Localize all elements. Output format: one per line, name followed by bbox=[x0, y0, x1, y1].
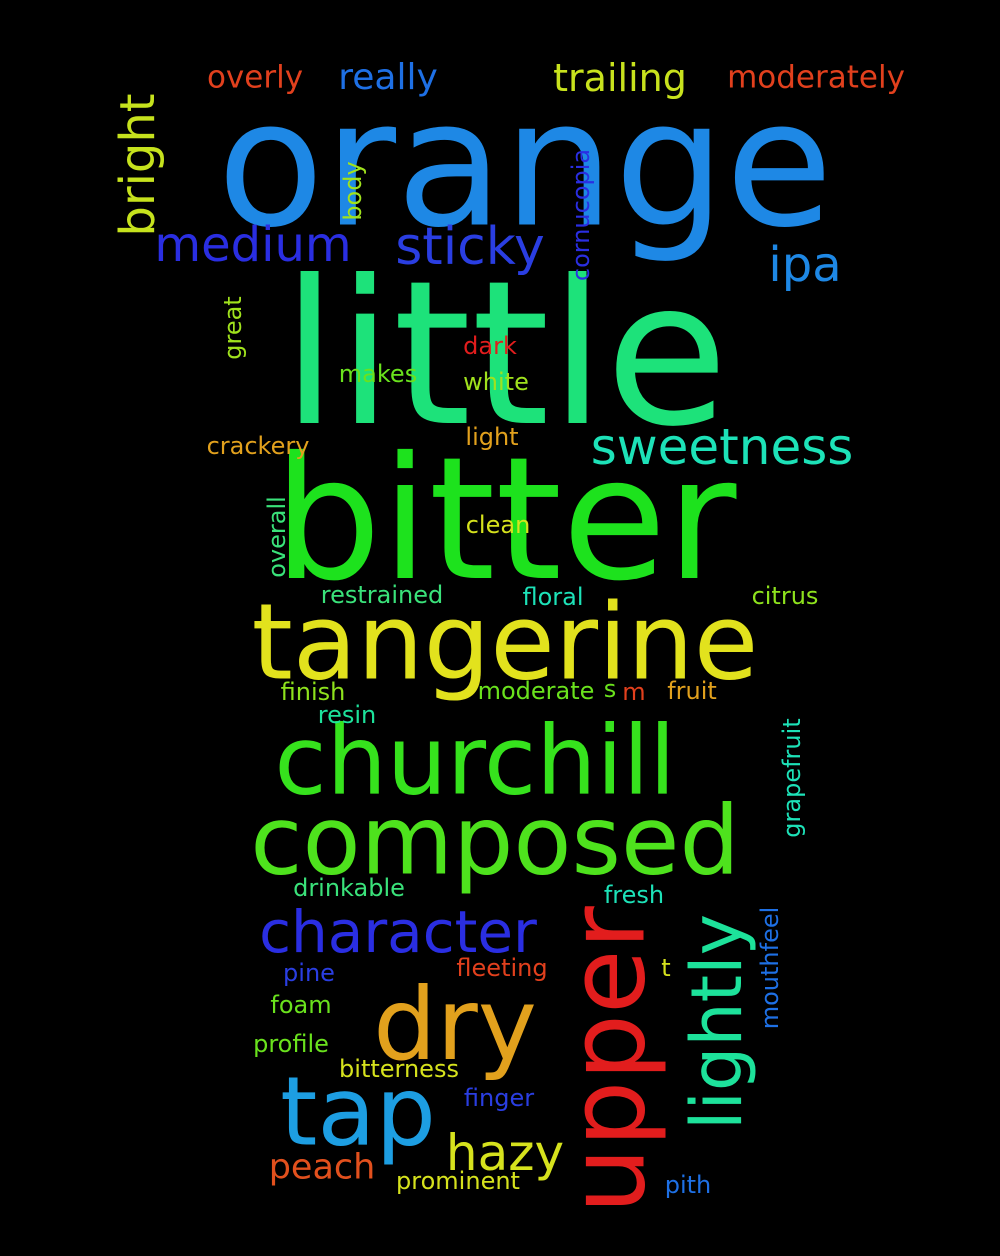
word-mouthfeel: mouthfeel bbox=[756, 906, 784, 1030]
word-floral: floral bbox=[522, 583, 584, 611]
word-tangerine: tangerine bbox=[251, 581, 759, 704]
word-medium: medium bbox=[154, 217, 352, 273]
word-sticky: sticky bbox=[395, 217, 545, 277]
word-finger: finger bbox=[463, 1084, 535, 1112]
word-foam: foam bbox=[270, 991, 332, 1019]
word-composed: composed bbox=[250, 786, 740, 897]
word-grapefruit: grapefruit bbox=[778, 718, 806, 838]
word-finish: finish bbox=[280, 678, 346, 706]
word-m: m bbox=[622, 678, 646, 706]
word-moderately: moderately bbox=[727, 59, 905, 96]
word-t: t bbox=[661, 954, 671, 982]
word-body: body bbox=[339, 161, 367, 221]
word-fresh: fresh bbox=[603, 881, 665, 909]
word-pine: pine bbox=[283, 959, 335, 987]
word-orange: orange bbox=[217, 63, 833, 267]
word-trailing: trailing bbox=[553, 56, 687, 100]
word-upper: upper bbox=[546, 906, 669, 1214]
word-overly: overly bbox=[206, 59, 304, 96]
word-restrained: restrained bbox=[320, 581, 444, 609]
word-clean: clean bbox=[465, 511, 531, 539]
word-overall: overall bbox=[263, 496, 291, 578]
word-resin: resin bbox=[317, 701, 377, 729]
word-dry: dry bbox=[373, 966, 537, 1083]
word-bitter: bitter bbox=[273, 421, 737, 619]
word-tap: tap bbox=[280, 1057, 436, 1168]
word-peach: peach bbox=[268, 1147, 376, 1188]
word-bitterness: bitterness bbox=[339, 1055, 459, 1083]
word-moderate: moderate bbox=[477, 677, 595, 705]
word-bright: bright bbox=[110, 93, 166, 237]
word-makes: makes bbox=[338, 360, 418, 388]
word-great: great bbox=[219, 296, 247, 360]
word-dark: dark bbox=[463, 332, 517, 360]
word-citrus: citrus bbox=[751, 582, 819, 610]
word-drinkable: drinkable bbox=[293, 874, 405, 902]
word-profile: profile bbox=[253, 1030, 329, 1058]
word-sweetness: sweetness bbox=[590, 418, 854, 476]
word-crackery: crackery bbox=[206, 432, 310, 460]
word-hazy: hazy bbox=[445, 1124, 565, 1182]
word-cornucopia: cornucopia bbox=[567, 148, 595, 282]
word-pith: pith bbox=[664, 1171, 712, 1199]
word-fruit: fruit bbox=[667, 677, 717, 705]
word-white: white bbox=[463, 368, 529, 396]
word-lightly: lightly bbox=[676, 913, 758, 1131]
word-light: light bbox=[465, 423, 519, 451]
word-s: s bbox=[603, 675, 617, 703]
word-little: little bbox=[281, 238, 729, 471]
word-fleeting: fleeting bbox=[456, 954, 548, 982]
word-ipa: ipa bbox=[768, 237, 842, 293]
word-churchill: churchill bbox=[274, 706, 676, 817]
word-really: really bbox=[338, 57, 438, 98]
word-character: character bbox=[259, 898, 537, 966]
word-prominent: prominent bbox=[396, 1167, 520, 1195]
